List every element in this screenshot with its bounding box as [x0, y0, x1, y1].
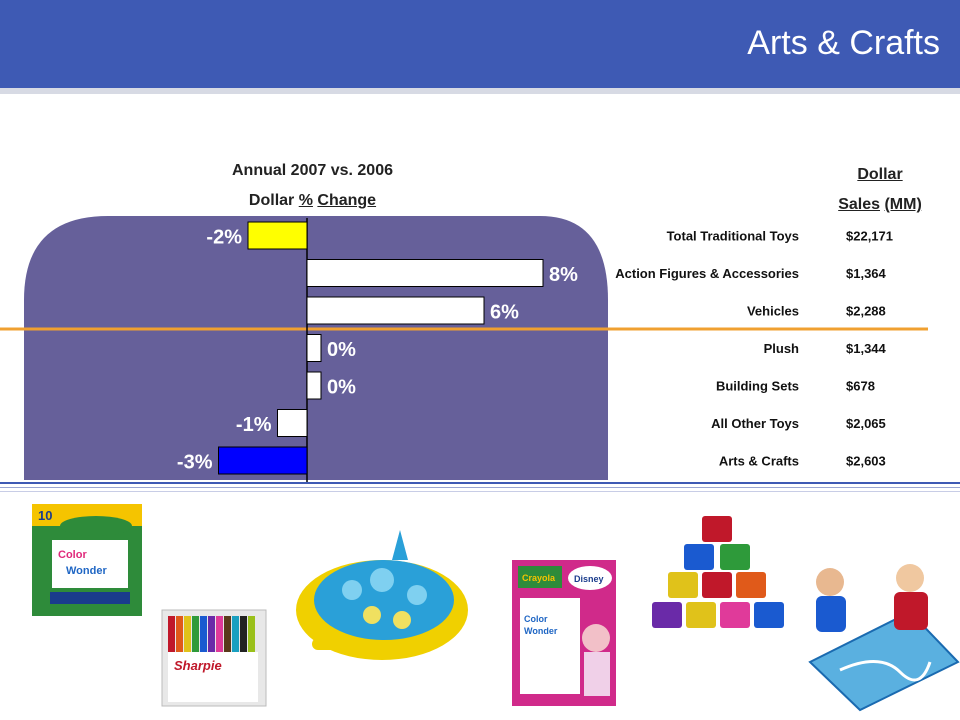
chart-subtitle-word: % [298, 192, 313, 209]
category-label: Action Figures & Accessories [615, 266, 799, 281]
svg-text:Wonder: Wonder [66, 565, 107, 577]
chart-title: Annual 2007 vs. 2006 [232, 162, 393, 179]
sales-value: $2,603 [846, 454, 886, 469]
category-label: All Other Toys [711, 416, 799, 431]
bar [306, 296, 485, 325]
bar-value-label: -1% [236, 414, 272, 436]
svg-text:Sharpie: Sharpie [174, 658, 222, 673]
bar-value-label: 0% [327, 377, 356, 399]
slide-title: Arts & Crafts [747, 24, 940, 62]
svg-text:Crayola: Crayola [522, 573, 556, 583]
bottom-divider [0, 482, 960, 484]
crayola-disney-color-wonder-book-image: Crayola Disney Color Wonder [512, 560, 616, 706]
header-bar: Arts & Crafts [0, 0, 960, 88]
chart-subtitle-word: Dollar [248, 192, 295, 209]
category-label: Plush [764, 341, 799, 356]
svg-text:10: 10 [38, 508, 52, 523]
category-label: Vehicles [747, 304, 799, 319]
svg-text:Color: Color [58, 549, 87, 561]
bar [277, 409, 308, 437]
sales-value: $1,364 [846, 266, 887, 281]
sales-value: $2,065 [846, 416, 886, 431]
bar [218, 446, 308, 475]
sales-value: $22,171 [846, 229, 893, 244]
sales-header-line2: Sales (MM) [810, 196, 950, 214]
sales-header-line1: Dollar [857, 166, 903, 183]
bar-value-label: -2% [206, 227, 242, 249]
bottom-divider-thin [0, 487, 960, 488]
crayola-color-wonder-markers-image: 10 Color Wonder [32, 504, 142, 616]
kids-aquadoodle-mat-image [808, 564, 960, 712]
play-doh-tubs-image [652, 516, 784, 628]
category-label: Total Traditional Toys [667, 229, 799, 244]
bottom-divider-faint [0, 491, 960, 492]
bar [306, 371, 322, 400]
bar [306, 259, 544, 287]
bar [306, 334, 322, 362]
sales-value: $2,288 [846, 304, 886, 319]
play-tray-toy-image [296, 530, 468, 660]
svg-text:Disney: Disney [574, 574, 604, 584]
svg-text:Wonder: Wonder [524, 626, 558, 636]
bar-value-label: -3% [177, 452, 213, 474]
sharpie-markers-pack-image: Sharpie [161, 609, 267, 707]
sales-value: $678 [846, 379, 875, 394]
bar [247, 221, 308, 250]
bar-value-label: 8% [549, 264, 578, 286]
bar-value-label: 0% [327, 339, 356, 361]
sales-value: $1,344 [846, 341, 887, 356]
header-divider [0, 88, 960, 94]
chart-subtitle-word: Change [317, 192, 377, 209]
category-label: Arts & Crafts [719, 454, 799, 469]
svg-text:Color: Color [524, 614, 548, 624]
sales-header-word: Sales [838, 196, 881, 213]
category-label: Building Sets [716, 379, 799, 394]
chart-subtitle: Dollar % Change [180, 192, 445, 210]
bar-value-label: 6% [490, 302, 519, 324]
sales-header-word: (MM) [884, 196, 922, 213]
